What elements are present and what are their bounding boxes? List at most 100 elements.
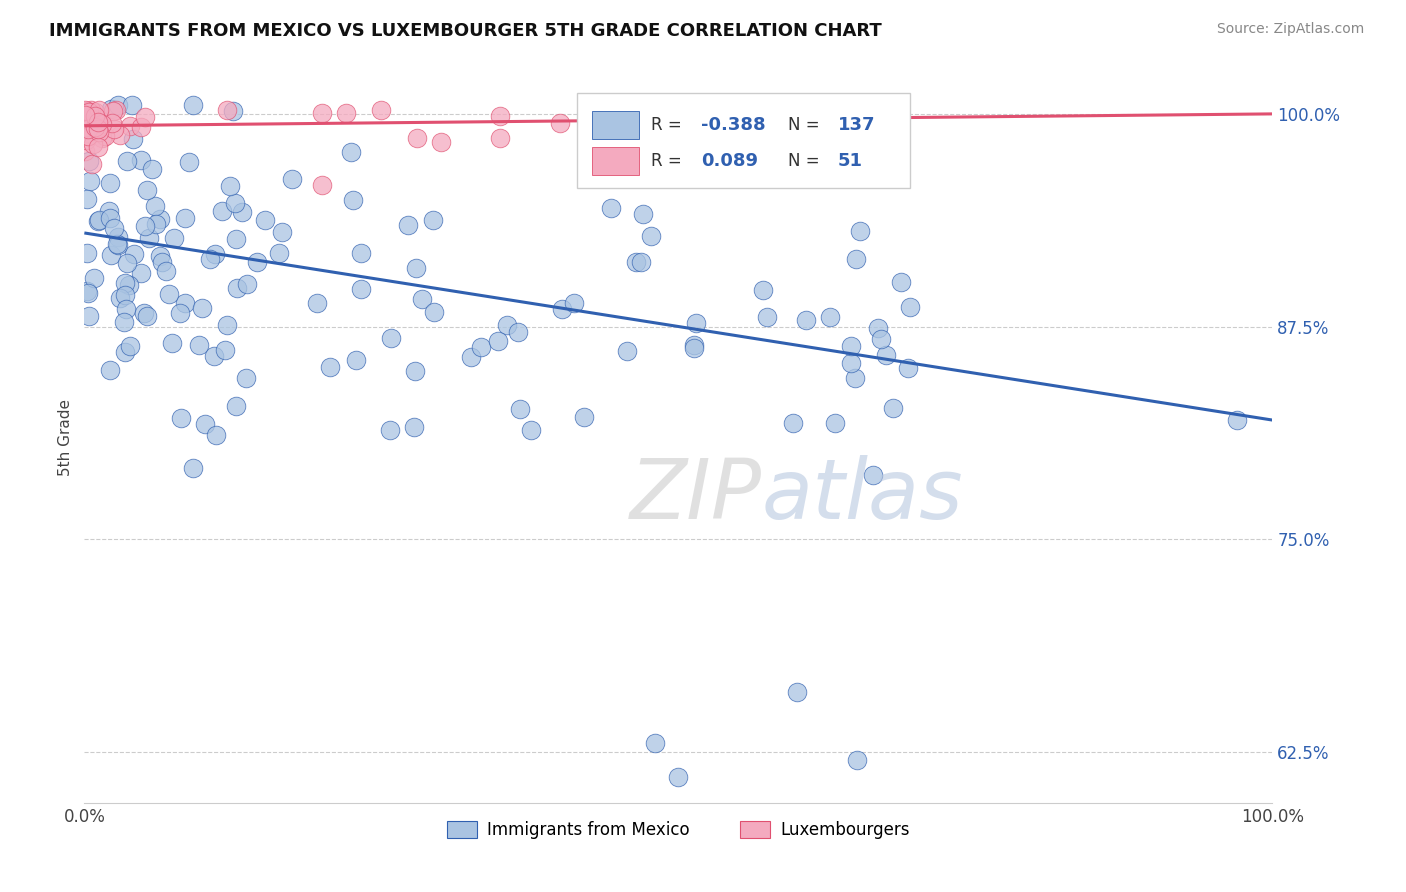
Point xyxy=(93,129,115,144)
Point xyxy=(486,334,509,349)
Point xyxy=(380,331,402,345)
Point xyxy=(77,105,100,120)
Point xyxy=(430,135,453,149)
Point xyxy=(83,271,105,285)
Point xyxy=(76,106,98,120)
Point xyxy=(90,131,112,145)
Point xyxy=(509,401,531,416)
Point xyxy=(80,157,103,171)
Text: IMMIGRANTS FROM MEXICO VS LUXEMBOURGER 5TH GRADE CORRELATION CHART: IMMIGRANTS FROM MEXICO VS LUXEMBOURGER 5… xyxy=(49,22,882,40)
Point xyxy=(141,162,163,177)
Point xyxy=(129,266,152,280)
Point xyxy=(98,211,121,226)
Point xyxy=(311,105,333,120)
Point xyxy=(107,98,129,112)
Point xyxy=(600,202,623,216)
FancyBboxPatch shape xyxy=(592,111,640,138)
Point xyxy=(350,246,373,260)
Point xyxy=(630,254,652,268)
Point xyxy=(422,212,444,227)
Point xyxy=(839,356,862,370)
Point xyxy=(551,301,574,316)
Point xyxy=(98,203,121,218)
Point xyxy=(311,178,333,193)
Point xyxy=(89,113,111,128)
Point xyxy=(121,132,143,146)
Point xyxy=(402,420,425,434)
Point xyxy=(870,333,893,347)
Point xyxy=(631,207,654,221)
Point xyxy=(155,264,177,278)
Point xyxy=(76,128,98,143)
Text: N =: N = xyxy=(787,153,824,170)
Point xyxy=(194,417,217,431)
Text: R =: R = xyxy=(651,153,688,170)
Text: N =: N = xyxy=(787,116,824,134)
Point xyxy=(405,260,427,275)
Point xyxy=(110,128,132,142)
Point xyxy=(380,423,402,437)
Point xyxy=(173,211,195,225)
Point xyxy=(339,145,361,159)
Point xyxy=(235,370,257,384)
Point xyxy=(107,230,129,244)
Point xyxy=(89,125,111,139)
Point xyxy=(86,121,108,136)
Point xyxy=(406,131,429,145)
Point xyxy=(149,249,172,263)
Point xyxy=(866,321,889,335)
Point xyxy=(752,284,775,298)
Point xyxy=(104,103,127,118)
Point xyxy=(204,349,226,363)
Point xyxy=(87,115,110,129)
Point xyxy=(191,301,214,315)
Point xyxy=(350,282,373,296)
Point xyxy=(875,348,897,362)
Point xyxy=(548,116,571,130)
Point xyxy=(644,736,666,750)
Point xyxy=(121,98,143,112)
Point xyxy=(103,103,125,118)
Point xyxy=(404,363,426,377)
Point xyxy=(890,276,912,290)
Point xyxy=(204,428,226,442)
Y-axis label: 5th Grade: 5th Grade xyxy=(58,399,73,475)
Point xyxy=(682,341,704,355)
Point xyxy=(188,337,211,351)
Point xyxy=(204,247,226,261)
Point xyxy=(396,218,419,232)
Point xyxy=(181,98,204,112)
Point xyxy=(136,183,159,197)
Point xyxy=(112,315,135,329)
Point xyxy=(224,195,246,210)
Point xyxy=(668,770,690,784)
Point xyxy=(163,231,186,245)
Point xyxy=(254,212,277,227)
Point xyxy=(683,338,706,352)
Point xyxy=(174,295,197,310)
Point xyxy=(624,255,647,269)
Point xyxy=(100,103,122,117)
Point xyxy=(370,103,392,118)
Point xyxy=(342,194,364,208)
Point xyxy=(562,296,585,310)
Point xyxy=(115,302,138,317)
Point xyxy=(225,232,247,246)
Point xyxy=(77,309,100,323)
Point xyxy=(489,131,512,145)
Point xyxy=(134,306,156,320)
Point xyxy=(83,109,105,123)
Point xyxy=(849,224,872,238)
Point xyxy=(76,284,98,298)
Point xyxy=(87,214,110,228)
Point xyxy=(236,277,259,291)
Point xyxy=(824,416,846,430)
Point xyxy=(83,104,105,119)
Point xyxy=(76,104,98,119)
Point xyxy=(77,154,100,169)
Point xyxy=(685,316,707,330)
Point xyxy=(76,193,98,207)
Point xyxy=(281,172,304,186)
Point xyxy=(134,110,156,124)
Point xyxy=(177,155,200,169)
